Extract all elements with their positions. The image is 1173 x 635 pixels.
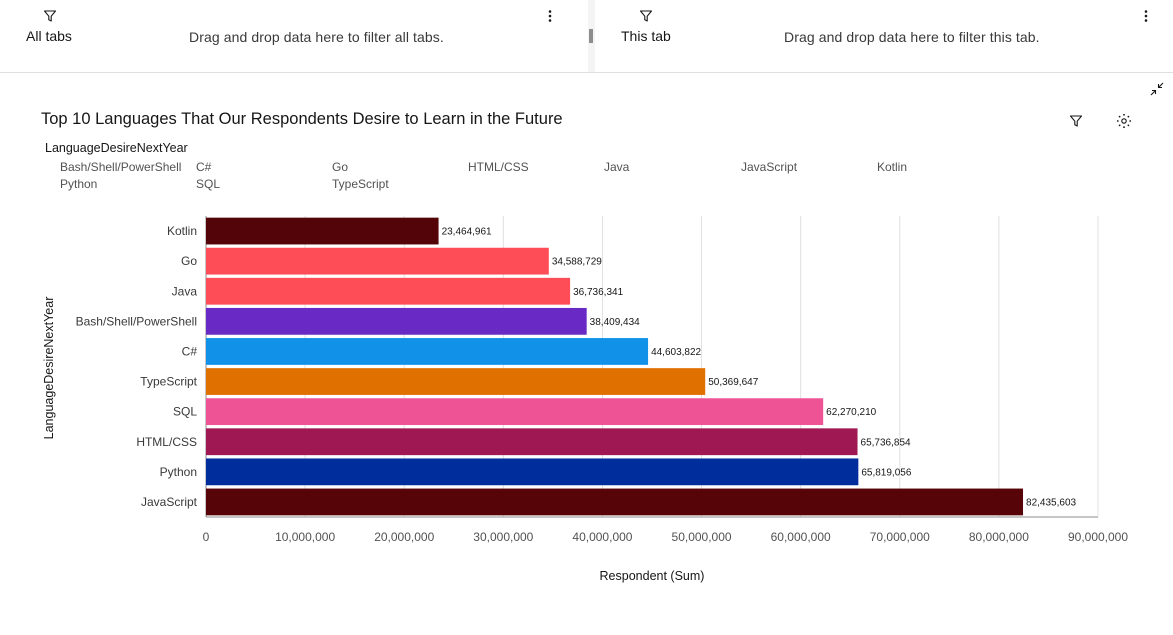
bar[interactable] (206, 398, 824, 426)
data-label: 36,736,341 (573, 287, 623, 298)
x-tick-label: 50,000,000 (672, 530, 732, 544)
all-tabs-drop-zone[interactable]: Drag and drop data here to filter all ta… (189, 29, 444, 45)
y-tick-label: Go (181, 254, 197, 268)
overflow-menu-icon[interactable] (1143, 9, 1149, 23)
x-tick-label: 90,000,000 (1068, 530, 1128, 544)
x-tick-label: 0 (203, 530, 210, 544)
x-tick-label: 60,000,000 (771, 530, 831, 544)
data-label: 34,588,729 (552, 257, 602, 268)
legend-item[interactable]: Kotlin (877, 160, 908, 174)
y-tick-label: Bash/Shell/PowerShell (76, 314, 197, 328)
filter-icon[interactable] (639, 9, 653, 23)
resize-handle[interactable] (589, 29, 593, 43)
legend-item[interactable]: C# (196, 160, 212, 174)
bar[interactable] (206, 458, 859, 486)
filter-bar: All tabs Drag and drop data here to filt… (0, 0, 1173, 73)
bar[interactable] (206, 488, 1024, 516)
x-tick-label: 70,000,000 (870, 530, 930, 544)
data-label: 82,435,603 (1026, 497, 1076, 508)
bar[interactable] (206, 247, 549, 275)
y-axis-title: LanguageDesireNextYear (42, 297, 56, 440)
legend-item[interactable]: TypeScript (332, 177, 389, 191)
legend-item[interactable]: Go (332, 160, 349, 174)
legend-item[interactable]: HTML/CSS (468, 160, 529, 174)
all-tabs-title: All tabs (26, 28, 72, 44)
bar[interactable] (206, 368, 706, 395)
y-tick-label: Kotlin (167, 224, 197, 238)
focus-icon[interactable] (1116, 113, 1132, 129)
y-tick-label: SQL (173, 405, 197, 419)
y-tick-label: JavaScript (141, 495, 198, 509)
data-label: 50,369,647 (708, 377, 758, 388)
data-label: 62,270,210 (826, 407, 876, 418)
legend-item[interactable]: Python (60, 177, 98, 191)
widget-filter-icon[interactable] (1069, 114, 1083, 128)
bar[interactable] (206, 428, 858, 456)
x-tick-label: 20,000,000 (374, 530, 434, 544)
bar[interactable] (206, 338, 649, 365)
x-tick-label: 30,000,000 (473, 530, 533, 544)
chart-title: Top 10 Languages That Our Respondents De… (41, 110, 563, 128)
x-tick-label: 10,000,000 (275, 530, 335, 544)
legend-item[interactable]: Java (604, 160, 630, 174)
overflow-menu-icon[interactable] (547, 9, 553, 23)
bar[interactable] (206, 277, 571, 305)
all-tabs-filter-panel[interactable]: All tabs Drag and drop data here to filt… (0, 0, 588, 72)
data-label: 44,603,822 (651, 347, 701, 358)
filter-icon[interactable] (43, 9, 57, 23)
legend-item[interactable]: JavaScript (741, 160, 798, 174)
bar[interactable] (206, 217, 439, 245)
x-tick-label: 80,000,000 (969, 530, 1029, 544)
data-label: 65,736,854 (861, 437, 911, 448)
this-tab-filter-panel[interactable]: This tab Drag and drop data here to filt… (595, 0, 1173, 72)
bar[interactable] (206, 307, 587, 335)
legend-title: LanguageDesireNextYear (45, 141, 188, 155)
collapse-icon[interactable] (1149, 81, 1165, 97)
y-tick-label: C# (182, 344, 198, 358)
y-tick-label: HTML/CSS (136, 435, 197, 449)
this-tab-drop-zone[interactable]: Drag and drop data here to filter this t… (784, 29, 1040, 45)
y-tick-label: Python (160, 465, 197, 479)
x-axis-title: Respondent (Sum) (600, 569, 705, 583)
legend-item[interactable]: Bash/Shell/PowerShell (60, 160, 182, 174)
x-tick-label: 40,000,000 (572, 530, 632, 544)
y-tick-label: TypeScript (140, 375, 197, 389)
data-label: 65,819,056 (861, 467, 911, 478)
this-tab-title: This tab (621, 28, 671, 44)
data-label: 38,409,434 (590, 317, 640, 328)
legend-item[interactable]: SQL (196, 177, 221, 191)
y-tick-label: Java (172, 284, 198, 298)
data-label: 23,464,961 (442, 227, 492, 238)
